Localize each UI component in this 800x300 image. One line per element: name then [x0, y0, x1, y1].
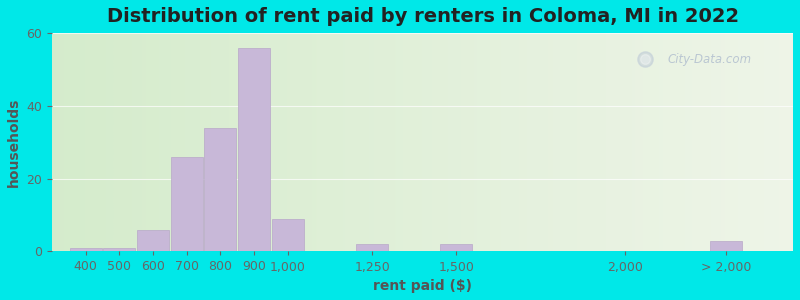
- Bar: [171, 157, 203, 251]
- Bar: [356, 244, 388, 251]
- Text: City-Data.com: City-Data.com: [667, 53, 751, 66]
- Bar: [137, 230, 169, 251]
- Title: Distribution of rent paid by renters in Coloma, MI in 2022: Distribution of rent paid by renters in …: [106, 7, 738, 26]
- Bar: [103, 248, 135, 251]
- Bar: [70, 248, 102, 251]
- Y-axis label: households: households: [7, 98, 21, 187]
- Bar: [205, 128, 237, 251]
- Bar: [440, 244, 472, 251]
- Bar: [710, 241, 742, 251]
- Bar: [272, 219, 304, 251]
- Bar: [238, 48, 270, 251]
- X-axis label: rent paid ($): rent paid ($): [373, 279, 472, 293]
